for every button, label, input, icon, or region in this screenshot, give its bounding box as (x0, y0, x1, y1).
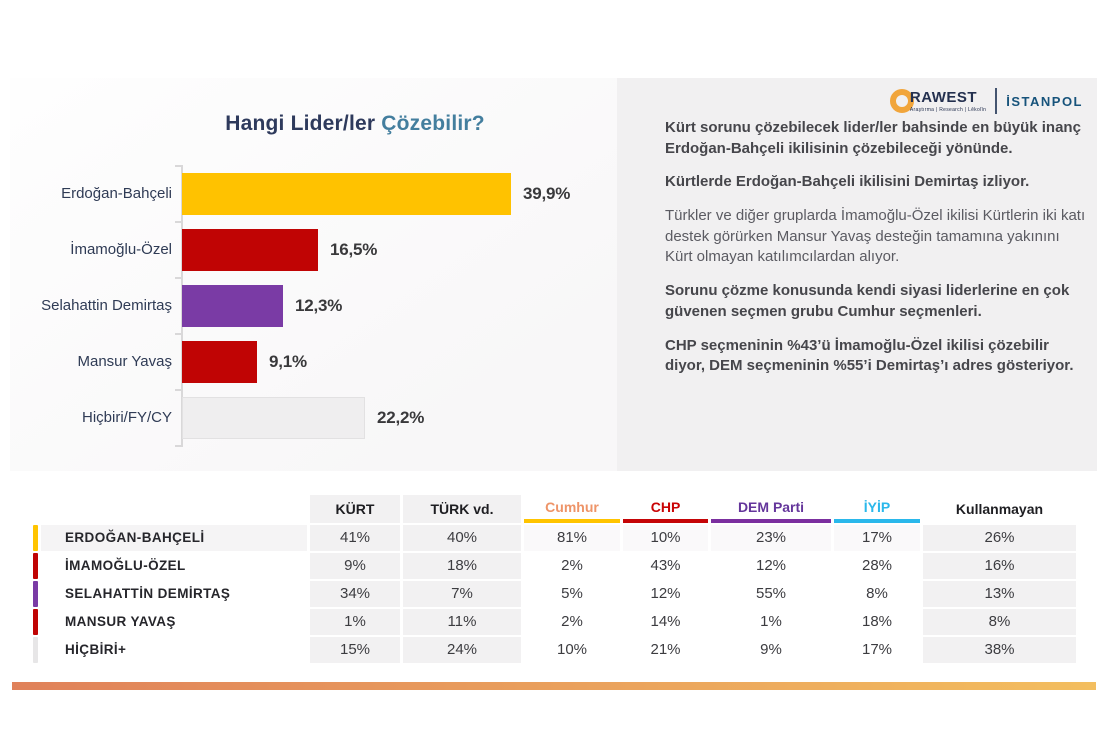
insight-paragraph: CHP seçmeninin %43’ü İmamoğlu-Özel ikili… (665, 336, 1074, 375)
table-cell: 1% (310, 609, 400, 635)
table-column-header: KÜRT (310, 495, 400, 523)
bar-value-label: 16,5% (330, 240, 378, 259)
rawest-tagline: Araştırma | Research | Lêkolîn (909, 106, 987, 113)
table-cell: 15% (310, 637, 400, 663)
table-cell: 28% (861, 557, 893, 574)
data-table: KÜRT TÜRK vd. Cumhur CHP DEM Parti İYİP Kullan… (33, 495, 1076, 663)
table-column-header: TÜRK vd. (403, 495, 521, 523)
table-cell: 17% (834, 525, 920, 551)
insight-paragraph: Türkler ve diğer gruplarda İmamoğlu-Özel… (665, 207, 1086, 266)
table-cell: 26% (923, 525, 1076, 551)
table-column-header: Kullanmayan (955, 501, 1044, 517)
table-cell: 12% (755, 557, 787, 574)
table-header-spacer (33, 495, 38, 523)
table-cell: 11% (403, 609, 521, 635)
bar-value-label: 22,2% (377, 408, 425, 427)
table-cell: 13% (923, 581, 1076, 607)
table-cell: 34% (310, 581, 400, 607)
table-row-label: MANSUR YAVAŞ (65, 614, 176, 629)
table-row-label: HİÇBİRİ+ (65, 642, 127, 657)
chart-bar (182, 285, 283, 327)
table-cell: 5% (561, 585, 583, 602)
bar-category-label: Hiçbiri/FY/CY (81, 409, 172, 426)
table-column-header: CHP (623, 495, 708, 523)
bar-category-label: Selahattin Demirtaş (41, 297, 172, 314)
chart-title-accent: Çözebilir? (381, 112, 485, 135)
bar-category-label: İmamoğlu-Özel (70, 241, 172, 258)
table-cell: 55% (755, 585, 787, 602)
table-cell: 10% (556, 641, 588, 658)
chart-bar (182, 397, 365, 439)
table-cell: 14% (650, 613, 681, 630)
axis-tick (175, 333, 181, 335)
table-cell: 24% (403, 637, 521, 663)
table-cell: 12% (650, 585, 681, 602)
table-column-header: Cumhur (524, 495, 620, 523)
row-accent-bar (33, 609, 38, 635)
row-accent-bar (33, 553, 38, 579)
bar-category-label: Mansur Yavaş (77, 353, 173, 370)
table-cell: 43% (650, 557, 681, 574)
bar-value-label: 39,9% (523, 184, 571, 203)
chart-bar (182, 173, 511, 215)
table-row-label: ERDOĞAN-BAHÇELİ (41, 525, 307, 551)
chart-title-primary: Hangi Lider/ler (225, 112, 376, 135)
axis-tick (175, 165, 181, 167)
table-cell: 38% (923, 637, 1076, 663)
footer-gradient-bar (12, 682, 1096, 690)
table-cell: 16% (923, 553, 1076, 579)
rawest-logo: RAWEST Araştırma | Research | Lêkolîn (889, 89, 986, 113)
axis-tick (175, 445, 181, 447)
table-cell: 8% (866, 585, 888, 602)
bar-value-label: 9,1% (269, 352, 307, 371)
insights-panel: Kürt sorunu çözebilecek lider/ler bahsin… (665, 118, 1091, 390)
rawest-ring-icon (889, 89, 914, 113)
axis-tick (175, 389, 181, 391)
chart-card: Hangi Lider/ler Çözebilir? Erdoğan-Bahçe… (10, 78, 617, 471)
chart-title: Hangi Lider/ler Çözebilir? (140, 112, 570, 136)
table-cell: 10% (623, 525, 708, 551)
table-row-label: SELAHATTİN DEMİRTAŞ (65, 586, 231, 601)
table-cell: 9% (310, 553, 400, 579)
bar-value-label: 12,3% (295, 296, 343, 315)
table-column-header: DEM Parti (711, 495, 831, 523)
istanpol-wordmark: İSTANPOL (1006, 93, 1083, 109)
insight-paragraph: Kürtlerde Erdoğan-Bahçeli ikilisini Demi… (665, 173, 1030, 191)
logo: RAWEST Araştırma | Research | Lêkolîn İS… (889, 88, 1083, 114)
insight-paragraph: Sorunu çözme konusunda kendi siyasi lide… (665, 282, 1070, 320)
table-cell: 17% (861, 641, 893, 658)
table-cell: 2% (561, 557, 583, 574)
axis-tick (175, 277, 181, 279)
logo-divider (995, 88, 998, 114)
table-header-spacer (41, 495, 307, 523)
rawest-name: RAWEST (909, 88, 978, 106)
table-cell: 7% (403, 581, 521, 607)
table-cell: 8% (923, 609, 1076, 635)
table-cell: 2% (561, 613, 583, 630)
table-row-label: İMAMOĞLU-ÖZEL (65, 558, 186, 573)
table-cell: 21% (650, 641, 681, 658)
chart-bar (182, 229, 318, 271)
axis-tick (175, 221, 181, 223)
insight-paragraph: Kürt sorunu çözebilecek lider/ler bahsin… (665, 119, 1081, 157)
top-panel: Hangi Lider/ler Çözebilir? Erdoğan-Bahçe… (10, 78, 1097, 471)
bar-category-label: Erdoğan-Bahçeli (61, 185, 172, 202)
rawest-wordmark: RAWEST Araştırma | Research | Lêkolîn (910, 90, 986, 113)
row-accent-bar (33, 637, 38, 663)
table-cell: 18% (861, 613, 893, 630)
table-cell: 18% (403, 553, 521, 579)
row-accent-bar (33, 525, 38, 551)
table-cell: 81% (524, 525, 620, 551)
chart-bar (182, 341, 257, 383)
table-cell: 23% (711, 525, 831, 551)
table-cell: 41% (310, 525, 400, 551)
table-cell: 40% (403, 525, 521, 551)
table-cell: 1% (760, 613, 782, 630)
table-column-header: İYİP (834, 495, 920, 523)
table-cell: 9% (760, 641, 782, 658)
row-accent-bar (33, 581, 38, 607)
